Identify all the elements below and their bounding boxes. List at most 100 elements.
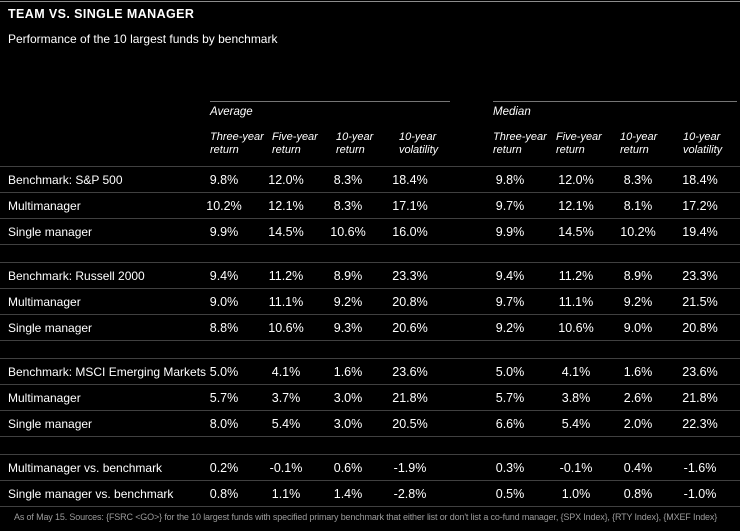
row-label: Multimanager vs. benchmark bbox=[8, 460, 163, 475]
table-row: Multimanager 10.2% 12.1% 8.3% 17.1% 9.7% 12.1%… bbox=[0, 192, 740, 218]
table-row: Multimanager 9.0% 11.1% 9.2% 20.8% 9.7% 11.1% 9… bbox=[0, 288, 740, 314]
row-label: Single manager bbox=[8, 416, 93, 431]
value-cell: 16.0% bbox=[392, 224, 428, 239]
value-cell: 0.2% bbox=[209, 460, 239, 475]
column-header-med-five-year-return: Five-year return bbox=[556, 131, 602, 156]
median-section-label: Median bbox=[493, 106, 531, 118]
value-cell: 20.5% bbox=[392, 416, 428, 431]
value-cell: 9.3% bbox=[333, 320, 363, 335]
value-cell: 9.7% bbox=[495, 198, 525, 213]
table-row: Single manager 8.0% 5.4% 3.0% 20.5% 6.6% 5.4% 2… bbox=[0, 410, 740, 436]
value-cell: 8.9% bbox=[623, 268, 653, 283]
value-cell: 4.1% bbox=[271, 364, 301, 379]
row-label: Benchmark: Russell 2000 bbox=[8, 268, 145, 283]
value-cell: 11.1% bbox=[268, 294, 304, 309]
value-cell: 9.4% bbox=[209, 268, 239, 283]
value-cell: 11.2% bbox=[268, 268, 304, 283]
value-cell: 21.8% bbox=[682, 390, 718, 405]
row-label: Single manager vs. benchmark bbox=[8, 486, 174, 501]
value-cell: 11.1% bbox=[558, 294, 594, 309]
value-cell: 9.7% bbox=[495, 294, 525, 309]
value-cell: 0.8% bbox=[623, 486, 653, 501]
row-label: Benchmark: S&P 500 bbox=[8, 172, 123, 187]
value-cell: 1.6% bbox=[623, 364, 653, 379]
value-cell: 3.8% bbox=[561, 390, 591, 405]
value-cell: 20.8% bbox=[682, 320, 718, 335]
table-row: Single manager 8.8% 10.6% 9.3% 20.6% 9.2% 10.6… bbox=[0, 314, 740, 340]
value-cell: 2.0% bbox=[623, 416, 653, 431]
column-header-avg-ten-year-volatility: 10-year volatility bbox=[399, 131, 439, 156]
value-cell: 9.0% bbox=[209, 294, 239, 309]
value-cell: -0.1% bbox=[559, 460, 593, 475]
table-body: Benchmark: S&P 500 9.8% 12.0% 8.3% 18.4% 9.8%… bbox=[0, 166, 740, 524]
column-header-med-ten-year-return: 10-year return bbox=[620, 131, 658, 156]
value-cell: -0.1% bbox=[269, 460, 303, 475]
value-cell: 11.2% bbox=[558, 268, 594, 283]
value-cell: 4.1% bbox=[561, 364, 591, 379]
value-cell: 8.3% bbox=[623, 172, 653, 187]
value-cell: 9.8% bbox=[209, 172, 239, 187]
value-cell: 18.4% bbox=[392, 172, 428, 187]
column-header-avg-three-year-return: Three-year return bbox=[210, 131, 264, 156]
value-cell: 21.5% bbox=[682, 294, 718, 309]
value-cell: 8.3% bbox=[333, 198, 363, 213]
value-cell: 17.2% bbox=[682, 198, 718, 213]
value-cell: 5.7% bbox=[209, 390, 239, 405]
table-row: Multimanager vs. benchmark 0.2% -0.1% 0.6% -… bbox=[0, 454, 740, 480]
row-label: Benchmark: MSCI Emerging Markets bbox=[8, 364, 207, 379]
column-header-med-three-year-return: Three-year return bbox=[493, 131, 547, 156]
table-group: Benchmark: Russell 2000 9.4% 11.2% 8.9% 23.3… bbox=[0, 262, 740, 341]
average-section-label: Average bbox=[210, 106, 253, 118]
value-cell: 1.4% bbox=[333, 486, 363, 501]
column-header-med-ten-year-volatility: 10-year volatility bbox=[683, 131, 723, 156]
table-row: Single manager 9.9% 14.5% 10.6% 16.0% 9.9% 14.… bbox=[0, 218, 740, 244]
value-cell: 0.6% bbox=[333, 460, 363, 475]
value-cell: 9.9% bbox=[495, 224, 525, 239]
row-label: Single manager bbox=[8, 320, 93, 335]
value-cell: 17.1% bbox=[392, 198, 428, 213]
table-row: Benchmark: S&P 500 9.8% 12.0% 8.3% 18.4% 9.8%… bbox=[0, 166, 740, 192]
value-cell: 12.1% bbox=[268, 198, 304, 213]
value-cell: 20.6% bbox=[392, 320, 428, 335]
value-cell: 5.4% bbox=[271, 416, 301, 431]
value-cell: 0.3% bbox=[495, 460, 525, 475]
value-cell: -1.9% bbox=[393, 460, 427, 475]
top-divider bbox=[0, 1, 740, 2]
value-cell: 9.8% bbox=[495, 172, 525, 187]
value-cell: 8.8% bbox=[209, 320, 239, 335]
value-cell: 0.5% bbox=[495, 486, 525, 501]
value-cell: 12.0% bbox=[268, 172, 304, 187]
value-cell: 10.6% bbox=[558, 320, 594, 335]
value-cell: 3.0% bbox=[333, 416, 363, 431]
value-cell: -1.6% bbox=[683, 460, 717, 475]
page-subtitle: Performance of the 10 largest funds by b… bbox=[8, 32, 278, 46]
table-row: Single manager vs. benchmark 0.8% 1.1% 1.4%… bbox=[0, 480, 740, 506]
value-cell: 14.5% bbox=[558, 224, 594, 239]
value-cell: -2.8% bbox=[393, 486, 427, 501]
value-cell: 12.1% bbox=[558, 198, 594, 213]
table-group: Multimanager vs. benchmark 0.2% -0.1% 0.6% -… bbox=[0, 454, 740, 507]
value-cell: 1.0% bbox=[561, 486, 591, 501]
value-cell: 1.6% bbox=[333, 364, 363, 379]
value-cell: 9.2% bbox=[333, 294, 363, 309]
value-cell: 5.4% bbox=[561, 416, 591, 431]
table-group: Benchmark: S&P 500 9.8% 12.0% 8.3% 18.4% 9.8%… bbox=[0, 166, 740, 245]
value-cell: 1.1% bbox=[271, 486, 301, 501]
table-row: Benchmark: MSCI Emerging Markets 5.0% 4.1%… bbox=[0, 358, 740, 384]
value-cell: 12.0% bbox=[558, 172, 594, 187]
value-cell: 18.4% bbox=[682, 172, 718, 187]
value-cell: 3.0% bbox=[333, 390, 363, 405]
value-cell: 10.2% bbox=[620, 224, 656, 239]
value-cell: 22.3% bbox=[682, 416, 718, 431]
value-cell: 8.1% bbox=[623, 198, 653, 213]
value-cell: 23.6% bbox=[682, 364, 718, 379]
value-cell: 9.0% bbox=[623, 320, 653, 335]
value-cell: 14.5% bbox=[268, 224, 304, 239]
value-cell: 8.0% bbox=[209, 416, 239, 431]
value-cell: 9.9% bbox=[209, 224, 239, 239]
page-title: TEAM VS. SINGLE MANAGER bbox=[8, 7, 195, 21]
value-cell: 20.8% bbox=[392, 294, 428, 309]
table-group: Benchmark: MSCI Emerging Markets 5.0% 4.1%… bbox=[0, 358, 740, 437]
value-cell: 5.7% bbox=[495, 390, 525, 405]
